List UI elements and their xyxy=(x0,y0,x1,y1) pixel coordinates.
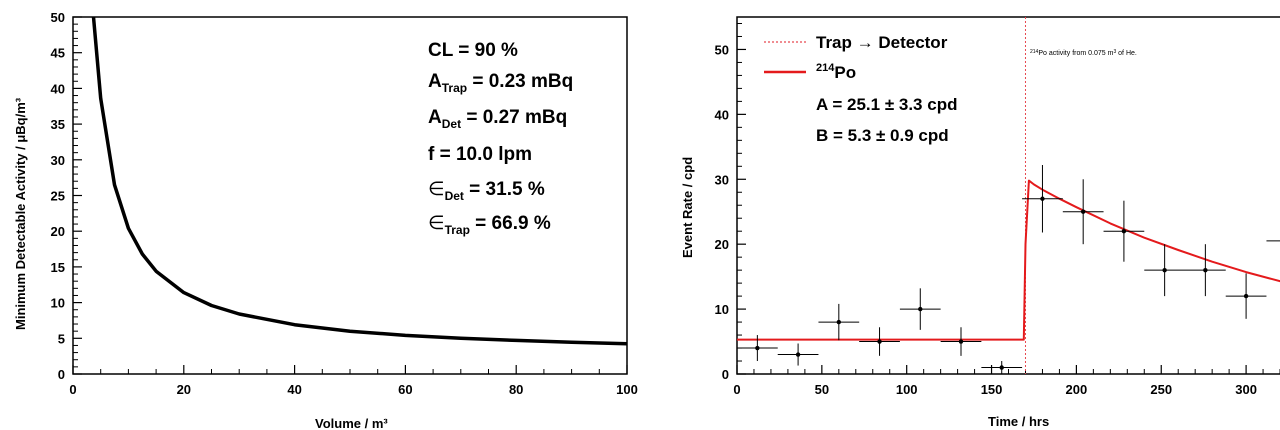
left-curve xyxy=(91,16,628,346)
right-legend: Trap → Detector 214Po A = 25.1 ± 3.3 cpd… xyxy=(764,33,957,145)
right-x-tick-label: 100 xyxy=(896,382,918,397)
right-x-tick-label: 300 xyxy=(1235,382,1257,397)
annotation-a: A = 25.1 ± 3.3 cpd xyxy=(816,95,957,114)
data-point-group xyxy=(1022,164,1063,233)
annotation-eps-det: ∈Det = 31.5 % xyxy=(428,179,545,203)
data-point xyxy=(877,339,882,344)
right-x-tick-label: 150 xyxy=(981,382,1003,397)
data-point-group xyxy=(1144,244,1185,297)
data-point xyxy=(755,345,760,351)
data-point xyxy=(1040,196,1045,201)
data-point-group xyxy=(1185,244,1226,297)
data-point-group xyxy=(859,327,900,356)
data-point xyxy=(999,365,1004,370)
right-x-tick-label: 200 xyxy=(1066,382,1088,397)
data-point xyxy=(958,339,964,344)
data-point-group xyxy=(1103,200,1145,262)
data-point-group xyxy=(1225,273,1267,319)
data-point-group xyxy=(981,361,1023,374)
data-point xyxy=(918,306,923,312)
legend-label-trap: Trap → Detector xyxy=(816,33,948,52)
right-y-axis-label: Event Rate / cpd xyxy=(680,157,695,258)
data-point-group xyxy=(818,303,860,341)
annotation-f: f = 10.0 lpm xyxy=(428,144,532,165)
annotation-b: B = 5.3 ± 0.9 cpd xyxy=(816,126,949,145)
right-y-tick-label: 20 xyxy=(715,237,729,252)
data-point-group xyxy=(1266,240,1280,242)
left-y-tick-label: 45 xyxy=(51,46,65,61)
data-point xyxy=(795,352,801,357)
left-x-tick-label: 0 xyxy=(69,382,76,397)
left-y-tick-label: 5 xyxy=(58,331,65,346)
left-y-tick-label: 10 xyxy=(51,296,65,311)
data-point-group xyxy=(940,327,982,356)
left-y-tick-label: 0 xyxy=(58,367,65,382)
left-x-tick-label: 80 xyxy=(509,382,523,397)
data-point-group xyxy=(899,288,941,330)
data-point xyxy=(1162,267,1167,273)
right-chart: 0 50 100 150 200 250 300 0 10 20 30 40 50 Time / hr… xyxy=(680,16,1280,429)
right-y-tick-label: 0 xyxy=(722,367,729,382)
data-point-group xyxy=(777,343,819,366)
left-y-tick-label: 20 xyxy=(51,224,65,239)
data-point xyxy=(1080,209,1086,214)
left-y-tick-label: 15 xyxy=(51,260,65,275)
right-y-tick-label: 30 xyxy=(715,172,729,187)
right-x-axis-label: Time / hrs xyxy=(988,414,1049,429)
left-y-tick-label: 30 xyxy=(51,153,65,168)
left-x-tick-label: 40 xyxy=(287,382,301,397)
left-x-tick-label: 60 xyxy=(398,382,412,397)
left-chart: 0 20 40 60 80 100 0 5 10 15 20 25 30 35 40 45 50 Volume… xyxy=(13,10,638,430)
left-y-tick-label: 35 xyxy=(51,117,65,132)
data-point-group xyxy=(737,335,778,362)
right-y-tick-label: 40 xyxy=(715,107,729,122)
left-y-tick-label: 40 xyxy=(51,81,65,96)
right-y-tick-label: 50 xyxy=(715,42,729,57)
annotation-a-trap: ATrap = 0.23 mBq xyxy=(428,71,573,95)
left-y-tick-label: 25 xyxy=(51,189,65,204)
left-annotations: CL = 90 % ATrap = 0.23 mBq ADet = 0.27 m… xyxy=(428,40,573,237)
annotation-cl: CL = 90 % xyxy=(428,40,518,61)
right-x-tick-label: 0 xyxy=(733,382,740,397)
data-point xyxy=(1203,267,1208,273)
data-point xyxy=(1121,229,1127,234)
left-y-axis-label: Minimum Detectable Activity / μBq/m³ xyxy=(13,97,28,330)
right-x-tick-label: 250 xyxy=(1150,382,1172,397)
left-x-tick-label: 100 xyxy=(616,382,638,397)
fit-curve xyxy=(737,179,1280,341)
annotation-a-det: ADet = 0.27 mBq xyxy=(428,107,567,131)
data-point-group xyxy=(1062,179,1104,245)
right-plot-frame xyxy=(736,16,1280,375)
right-y-tick-label: 10 xyxy=(715,302,729,317)
annotation-eps-trap: ∈Trap = 66.9 % xyxy=(428,213,551,237)
data-point xyxy=(836,319,842,325)
left-y-tick-label: 50 xyxy=(51,10,65,25)
left-x-tick-label: 20 xyxy=(177,382,191,397)
activity-note: 214Po activity from 0.075 m3 of He. xyxy=(1030,49,1137,57)
data-point xyxy=(1243,293,1249,299)
right-x-tick-label: 50 xyxy=(815,382,829,397)
left-x-axis-label: Volume / m³ xyxy=(315,416,388,430)
legend-label-po214: 214Po xyxy=(816,62,856,82)
